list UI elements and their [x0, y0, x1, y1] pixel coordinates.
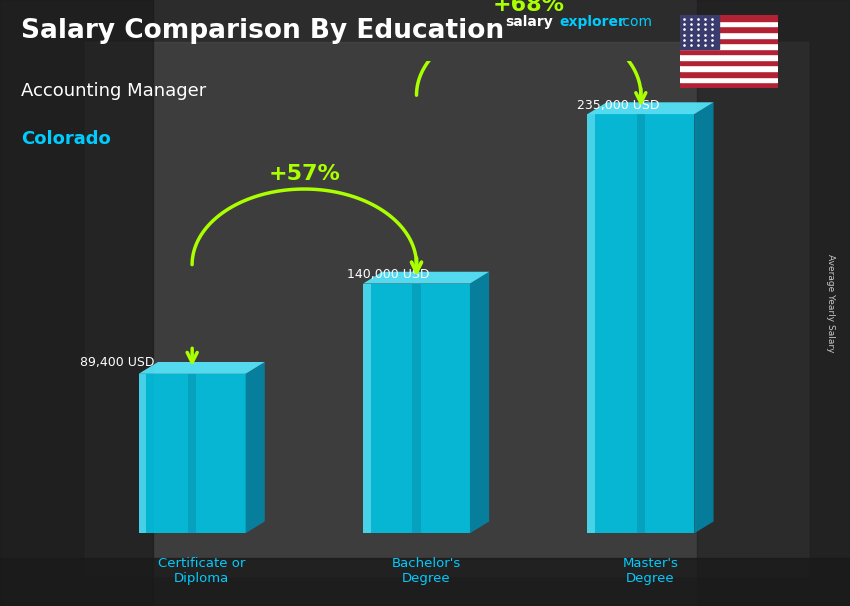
Text: Certificate or
Diploma: Certificate or Diploma — [158, 557, 246, 585]
Text: Accounting Manager: Accounting Manager — [21, 82, 207, 100]
Bar — [680, 82, 778, 88]
Bar — [680, 60, 778, 65]
Text: Salary Comparison By Education: Salary Comparison By Education — [21, 18, 504, 44]
Text: .com: .com — [619, 15, 653, 29]
Text: 89,400 USD: 89,400 USD — [80, 356, 155, 369]
Polygon shape — [412, 284, 421, 533]
Text: Colorado: Colorado — [21, 130, 111, 148]
Polygon shape — [637, 114, 645, 533]
Bar — [680, 38, 778, 43]
Bar — [0, 0, 153, 606]
Bar — [0, 558, 850, 606]
Polygon shape — [363, 271, 489, 284]
Bar — [680, 55, 778, 60]
Polygon shape — [246, 362, 264, 533]
Text: +57%: +57% — [269, 164, 340, 184]
Text: salary: salary — [506, 15, 553, 29]
Text: Master's
Degree: Master's Degree — [622, 557, 678, 585]
Polygon shape — [587, 102, 713, 114]
Polygon shape — [139, 374, 146, 533]
Bar — [680, 65, 778, 71]
Bar — [680, 71, 778, 77]
Text: 140,000 USD: 140,000 USD — [347, 268, 429, 281]
Bar — [697, 0, 850, 606]
Bar — [680, 26, 778, 32]
Bar — [680, 32, 778, 38]
Bar — [85, 42, 808, 576]
Text: +68%: +68% — [493, 0, 564, 15]
Bar — [680, 15, 719, 48]
Text: Average Yearly Salary: Average Yearly Salary — [825, 254, 835, 352]
Bar — [680, 48, 778, 55]
Text: 235,000 USD: 235,000 USD — [577, 99, 660, 112]
Polygon shape — [363, 284, 371, 533]
Polygon shape — [363, 284, 470, 533]
Text: Bachelor's
Degree: Bachelor's Degree — [392, 557, 461, 585]
Polygon shape — [587, 114, 694, 533]
Polygon shape — [188, 374, 196, 533]
Polygon shape — [694, 102, 713, 533]
Polygon shape — [139, 374, 246, 533]
Polygon shape — [470, 271, 489, 533]
Polygon shape — [587, 114, 595, 533]
Bar — [680, 43, 778, 48]
Polygon shape — [139, 362, 264, 374]
Bar — [680, 21, 778, 26]
Text: explorer: explorer — [559, 15, 626, 29]
Bar — [680, 77, 778, 82]
Bar — [680, 15, 778, 21]
